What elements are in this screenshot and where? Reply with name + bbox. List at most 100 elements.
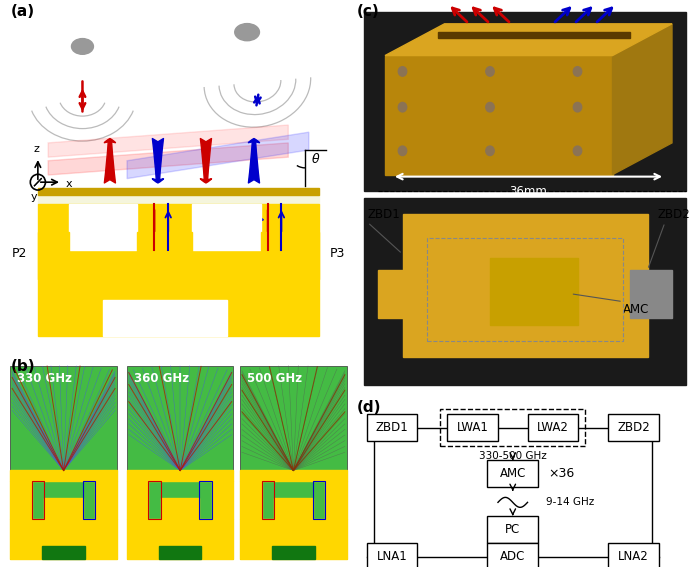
Bar xyxy=(630,270,672,318)
Bar xyxy=(440,409,585,446)
Bar xyxy=(127,481,148,519)
Bar xyxy=(103,300,227,336)
Bar xyxy=(487,460,538,487)
Text: P2: P2 xyxy=(12,247,27,260)
Bar xyxy=(487,543,538,567)
Text: 330-500 GHz: 330-500 GHz xyxy=(479,451,547,462)
Bar xyxy=(240,481,262,519)
Bar xyxy=(38,204,319,278)
Bar xyxy=(240,366,346,558)
Bar xyxy=(367,414,417,441)
Polygon shape xyxy=(127,132,309,179)
Bar xyxy=(326,481,346,519)
Circle shape xyxy=(490,491,536,514)
Bar xyxy=(10,519,117,558)
Text: 360 GHz: 360 GHz xyxy=(134,372,189,385)
Bar xyxy=(148,481,161,519)
Text: $\theta$: $\theta$ xyxy=(311,151,320,166)
Bar xyxy=(402,214,648,357)
Bar xyxy=(45,498,83,519)
Bar xyxy=(378,270,420,318)
Ellipse shape xyxy=(71,39,93,54)
Bar xyxy=(10,471,117,481)
Bar xyxy=(10,366,117,558)
Bar xyxy=(261,232,319,278)
Text: AMC: AMC xyxy=(500,467,526,480)
Text: LNA1: LNA1 xyxy=(377,551,407,563)
Bar xyxy=(38,194,319,204)
Text: P3: P3 xyxy=(330,247,345,260)
Text: (b): (b) xyxy=(10,359,35,374)
Polygon shape xyxy=(48,125,288,157)
Text: P1: P1 xyxy=(171,315,186,328)
Bar xyxy=(272,546,315,558)
Ellipse shape xyxy=(234,24,260,41)
Polygon shape xyxy=(612,24,672,175)
Text: LWA2: LWA2 xyxy=(537,421,569,434)
Bar xyxy=(127,519,233,558)
Circle shape xyxy=(486,146,494,155)
Bar xyxy=(364,12,686,191)
Bar xyxy=(427,238,623,341)
Polygon shape xyxy=(385,24,672,56)
Bar xyxy=(95,481,117,519)
Bar xyxy=(38,232,69,278)
Circle shape xyxy=(486,103,494,112)
Bar xyxy=(38,188,319,194)
Text: LWA1: LWA1 xyxy=(456,421,489,434)
Text: (d): (d) xyxy=(357,400,382,415)
Circle shape xyxy=(398,67,407,76)
Text: x: x xyxy=(65,179,72,189)
Text: LNA2: LNA2 xyxy=(618,551,649,563)
Text: AMC: AMC xyxy=(623,303,650,316)
Text: ZBD1: ZBD1 xyxy=(368,208,400,221)
Bar xyxy=(364,198,686,385)
Bar xyxy=(487,516,538,543)
Circle shape xyxy=(486,67,494,76)
Bar xyxy=(608,414,659,441)
Text: 9-14 GHz: 9-14 GHz xyxy=(546,497,594,507)
Bar xyxy=(262,481,274,519)
Bar xyxy=(490,258,578,325)
Polygon shape xyxy=(385,56,612,175)
Bar xyxy=(212,481,233,519)
Text: (a): (a) xyxy=(10,3,34,19)
Bar xyxy=(42,546,85,558)
Bar xyxy=(199,481,212,519)
Text: ADC: ADC xyxy=(500,551,526,563)
Bar xyxy=(10,481,32,519)
Bar xyxy=(240,471,346,481)
Bar xyxy=(127,471,233,481)
Bar xyxy=(83,481,95,519)
Bar xyxy=(240,519,346,558)
Bar xyxy=(69,204,137,250)
Bar xyxy=(161,498,199,519)
Circle shape xyxy=(573,103,582,112)
Text: PC: PC xyxy=(505,523,520,536)
Bar xyxy=(438,32,630,38)
Circle shape xyxy=(398,103,407,112)
Text: 36mm: 36mm xyxy=(510,185,547,197)
Bar xyxy=(312,481,326,519)
Bar xyxy=(193,204,261,250)
Text: ZBD2: ZBD2 xyxy=(658,208,691,221)
Text: (c): (c) xyxy=(357,4,379,19)
Bar xyxy=(137,232,193,261)
Bar xyxy=(367,543,417,567)
Bar xyxy=(32,481,45,519)
Text: y: y xyxy=(30,192,37,202)
Circle shape xyxy=(398,146,407,155)
Bar xyxy=(274,498,312,519)
Text: 500 GHz: 500 GHz xyxy=(247,372,302,385)
Bar xyxy=(127,366,233,558)
Text: ×36: ×36 xyxy=(549,467,575,480)
Bar xyxy=(447,414,498,441)
Text: ZBD1: ZBD1 xyxy=(376,421,408,434)
Bar xyxy=(159,546,202,558)
Bar xyxy=(528,414,578,441)
Circle shape xyxy=(573,146,582,155)
Circle shape xyxy=(573,67,582,76)
Bar xyxy=(608,543,659,567)
Text: z: z xyxy=(33,144,39,154)
Bar xyxy=(38,278,319,336)
